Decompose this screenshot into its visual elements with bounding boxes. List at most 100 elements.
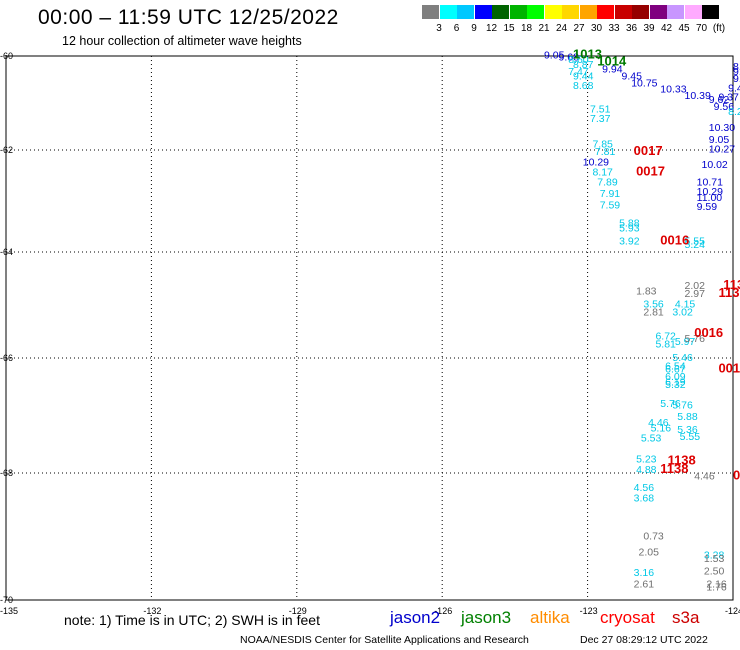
legend-cryosat: cryosat <box>600 608 655 627</box>
wave-height-reading: 6.72 <box>655 330 676 342</box>
wave-height-reading: 10.39 <box>685 90 711 102</box>
wave-height-reading: 7.37 <box>590 113 611 125</box>
lat-tick-label: -68 <box>0 468 13 478</box>
scale-swatch <box>474 5 492 19</box>
scale-label: 33 <box>608 23 620 34</box>
wave-height-reading: 10.30 <box>709 122 735 134</box>
scale-swatch <box>544 5 562 19</box>
wave-height-reading: 6.67 <box>665 363 686 375</box>
scale-label: 6 <box>453 23 460 34</box>
track-time-label: 1138 <box>660 461 688 476</box>
track-time-label: 0016 <box>718 360 740 375</box>
wave-height-reading: 2.05 <box>638 547 659 559</box>
wave-height-reading: 5.55 <box>685 235 706 247</box>
scale-swatch <box>649 5 667 19</box>
wave-height-reading: 7.89 <box>597 177 618 189</box>
legend-s3a: s3a <box>672 608 700 627</box>
scale-label: 24 <box>555 23 568 34</box>
wave-height-reading: 5.81 <box>655 338 676 350</box>
wave-height-reading: 6.19 <box>665 377 686 389</box>
scale-swatch <box>509 5 527 19</box>
scale-label: 42 <box>660 23 673 34</box>
wave-height-reading: 9.40 <box>733 73 740 85</box>
wave-height-reading: 5.53 <box>641 432 662 444</box>
wave-height-reading: 2.02 <box>685 280 706 292</box>
scale-swatch <box>667 5 684 19</box>
lat-tick-label: -64 <box>0 247 13 257</box>
legend-jason3: jason3 <box>461 608 512 627</box>
wave-height-reading: 6.54 <box>665 361 686 373</box>
wave-height-reading: 10.33 <box>660 84 686 96</box>
legend-altika: altika <box>530 608 570 627</box>
wave-height-observations: 9.059.688.608.877.479.448.689.949.4510.7… <box>544 49 740 593</box>
wave-height-reading: 2.97 <box>685 288 706 300</box>
wave-height-reading: 9.94 <box>602 63 623 75</box>
wave-height-reading: 7.51 <box>590 103 611 115</box>
wave-height-reading: 9.05 <box>709 134 730 146</box>
scale-swatch <box>579 5 597 19</box>
wave-height-reading: 0.73 <box>643 531 664 543</box>
wave-height-reading: 2.81 <box>643 307 664 319</box>
scale-label: 70 <box>695 23 708 34</box>
wave-height-reading: 5.76 <box>660 398 681 410</box>
scale-swatch <box>527 5 544 19</box>
wave-height-reading: 8.27 <box>728 106 740 118</box>
scale-swatch <box>439 5 457 19</box>
wave-height-reading: 1.76 <box>706 581 727 593</box>
scale-label: 12 <box>485 23 498 34</box>
axis-tick-labels: -135 -132 -129 -126 -123 -124 -60 -62 -64 -66 -68 -… <box>0 51 740 616</box>
track-time-label: 1014 <box>597 53 627 68</box>
wave-height-reading: 5.36 <box>677 424 698 436</box>
wave-height-reading: 2.50 <box>704 566 725 578</box>
wave-height-reading: 5.97 <box>675 336 696 348</box>
scale-swatch <box>597 5 614 19</box>
wave-height-reading: 9.56 <box>714 101 735 113</box>
wave-height-reading: 8.86 <box>733 61 740 73</box>
track-time-label: 0017 <box>634 143 663 158</box>
satellite-track-labels: 1013101400170017001600160016001500151136… <box>573 46 740 482</box>
wave-height-reading: 3.16 <box>634 567 655 579</box>
scale-label: 45 <box>678 23 690 34</box>
scale-swatch <box>562 5 579 19</box>
wave-height-reading: 7.47 <box>568 66 589 78</box>
wave-height-reading: 7.91 <box>600 188 621 200</box>
wave-height-reading: 5.23 <box>636 454 657 466</box>
wave-height-reading: 5.24 <box>685 239 706 251</box>
wave-height-reading: 5.88 <box>619 218 640 230</box>
wave-height-reading: 4.46 <box>694 470 715 482</box>
wave-height-reading: 9.40 <box>728 82 740 94</box>
scale-label: 30 <box>590 23 603 34</box>
scale-swatch <box>632 5 649 19</box>
wave-height-reading: 3.56 <box>643 299 664 311</box>
wave-height-reading: 10.27 <box>709 144 735 156</box>
wave-height-reading: 9.59 <box>697 201 718 213</box>
wave-height-reading: 3.02 <box>672 307 693 319</box>
wave-height-reading: 8.17 <box>592 167 613 179</box>
wave-height-reading: 4.15 <box>675 299 696 311</box>
units-note: note: 1) Time is in UTC; 2) SWH is in fe… <box>64 612 320 628</box>
scale-label: 39 <box>643 23 655 34</box>
map-border <box>5 55 734 601</box>
lat-tick-label: -70 <box>0 595 13 605</box>
wave-height-reading: 5.88 <box>677 411 698 423</box>
scale-label: 9 <box>471 23 477 34</box>
scale-swatch <box>457 5 474 19</box>
page-subtitle: 12 hour collection of altimeter wave hei… <box>62 34 302 48</box>
credit-line: NOAA/NESDIS Center for Satellite Applica… <box>240 634 529 646</box>
track-time-label: 1137 <box>718 285 740 300</box>
legend-jason2: jason2 <box>390 608 441 627</box>
lat-tick-label: -60 <box>0 51 13 61</box>
scale-swatch <box>684 5 702 19</box>
wave-height-reading: 3.68 <box>634 493 655 505</box>
wave-height-reading: 5.55 <box>680 431 701 443</box>
page-title: 00:00 – 11:59 UTC 12/25/2022 <box>38 6 339 29</box>
wave-height-reading: 9.44 <box>573 71 594 83</box>
wave-height-reading: 9.62 <box>709 94 730 106</box>
track-time-label: 0017 <box>636 164 665 179</box>
wave-height-reading: 5.93 <box>619 223 640 235</box>
wave-height-reading: 8.87 <box>573 59 594 71</box>
scale-label: 21 <box>538 23 550 34</box>
scale-label: 36 <box>625 23 638 34</box>
lon-tick-label: -129 <box>289 606 307 616</box>
